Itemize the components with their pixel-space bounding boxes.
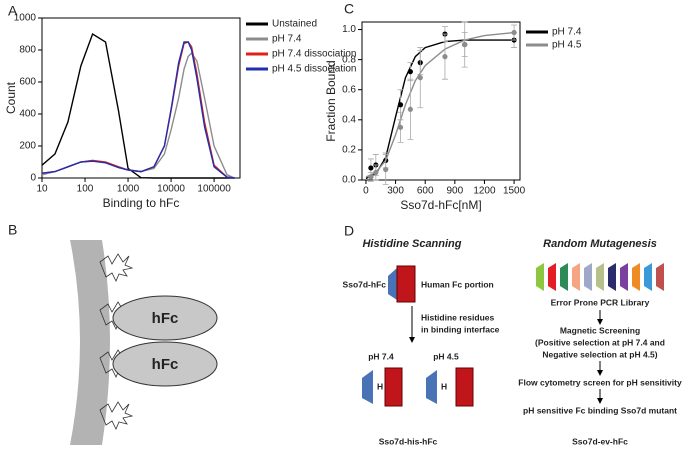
x-tick-label: 1200	[473, 186, 496, 197]
hfc-domain	[112, 341, 218, 387]
fc	[396, 265, 416, 303]
x-tick-label: 1500	[503, 186, 526, 197]
mutant-library	[536, 263, 664, 291]
label: in binding interface	[421, 324, 500, 334]
legend-label: pH 7.4 dissociation	[272, 49, 357, 60]
y-tick-label: 1000	[14, 13, 37, 24]
panel-label: C	[344, 1, 354, 17]
x-tick-label: 300	[387, 186, 404, 197]
legend-label: pH 4.5	[552, 40, 582, 51]
data-point	[511, 29, 517, 36]
data-point	[397, 124, 404, 130]
panel-label: B	[8, 222, 17, 238]
label: pH 4.5	[433, 351, 459, 361]
data-point	[442, 54, 448, 60]
x-axis-label: Sso7d-hFc[nM]	[400, 198, 481, 212]
plot-frame	[41, 17, 241, 179]
y-tick-label: 600	[19, 77, 36, 88]
histogram-line	[41, 32, 235, 179]
label: pH 7.4	[368, 351, 394, 361]
sso7d	[426, 370, 437, 404]
data-point	[397, 102, 404, 108]
x-tick-label: 1000	[117, 184, 140, 195]
data-point	[373, 169, 379, 176]
sso7d	[388, 268, 397, 300]
y-tick-label: 400	[19, 109, 36, 120]
x-tick-label: 600	[417, 186, 434, 197]
data-point	[368, 174, 374, 180]
label: Sso7d-hFc	[343, 279, 387, 289]
fc	[455, 367, 474, 407]
y-tick-label: 0.0	[342, 175, 356, 186]
histogram-line	[41, 41, 235, 179]
fit-curve	[365, 39, 515, 180]
residue: H	[441, 381, 447, 391]
y-tick-label: 0	[30, 173, 36, 184]
legend-label: pH 4.5 dissociation	[272, 64, 357, 75]
y-tick-label: 0.2	[342, 145, 356, 156]
hfc-domain	[112, 295, 218, 341]
histogram-line	[41, 52, 235, 179]
data-point	[407, 106, 413, 112]
label: Human Fc portion	[421, 279, 494, 289]
data-point	[417, 75, 423, 81]
hfc-label: hFc	[152, 356, 179, 373]
y-tick-label: 1.0	[342, 24, 356, 35]
legend-label: pH 7.4	[552, 27, 582, 38]
data-point	[407, 69, 413, 75]
x-tick-label: 0	[363, 186, 369, 197]
y-axis-label: Fraction Bound	[324, 60, 338, 141]
step: Error Prone PCR Library	[551, 297, 650, 307]
cell-surface	[70, 240, 110, 445]
residue: H	[377, 381, 383, 391]
step: pH sensitive Fc binding Sso7d mutant	[523, 405, 677, 415]
y-tick-label: 0.4	[342, 114, 356, 125]
label: Histidine residues	[421, 312, 494, 322]
x-tick-label: 10	[36, 184, 48, 195]
plot-frame	[361, 21, 521, 181]
fc	[384, 367, 403, 407]
fit-curve	[365, 31, 515, 178]
step: Flow cytometry screen for pH sensitivity	[518, 377, 682, 387]
x-axis-label: Binding to hFc	[103, 196, 180, 210]
x-tick-label: 10000	[157, 184, 185, 195]
y-tick-label: 0.6	[342, 84, 356, 95]
heading: Random Mutagenesis	[543, 238, 657, 250]
legend-label: pH 7.4	[272, 34, 302, 45]
y-axis-label: Count	[4, 81, 18, 114]
panel-label: A	[8, 3, 18, 19]
x-tick-label: 100000	[197, 184, 231, 195]
x-tick-label: 100	[77, 184, 94, 195]
heading: Histidine Scanning	[362, 238, 461, 250]
y-tick-label: 200	[19, 141, 36, 152]
sso7d	[362, 370, 373, 404]
panel-label: D	[344, 223, 354, 239]
y-tick-label: 0.8	[342, 54, 356, 65]
step: (Positive selection at pH 7.4 and	[535, 337, 665, 347]
step: Negative selection at pH 4.5)	[542, 349, 657, 359]
panel-d: D Histidine Scanning Random Mutagenesis …	[343, 223, 682, 447]
data-point	[383, 166, 389, 173]
y-tick-label: 800	[19, 45, 36, 56]
step: Magnetic Screening	[560, 325, 640, 335]
label: Sso7d-his-hFc	[379, 436, 438, 446]
panel-b: B hFc hFc	[8, 222, 218, 445]
legend-label: Unstained	[272, 19, 317, 30]
label: Sso7d-ev-hFc	[572, 436, 628, 446]
x-tick-label: 900	[446, 186, 463, 197]
data-point	[462, 41, 468, 48]
data-point	[368, 165, 374, 171]
hfc-label: hFc	[152, 310, 179, 327]
